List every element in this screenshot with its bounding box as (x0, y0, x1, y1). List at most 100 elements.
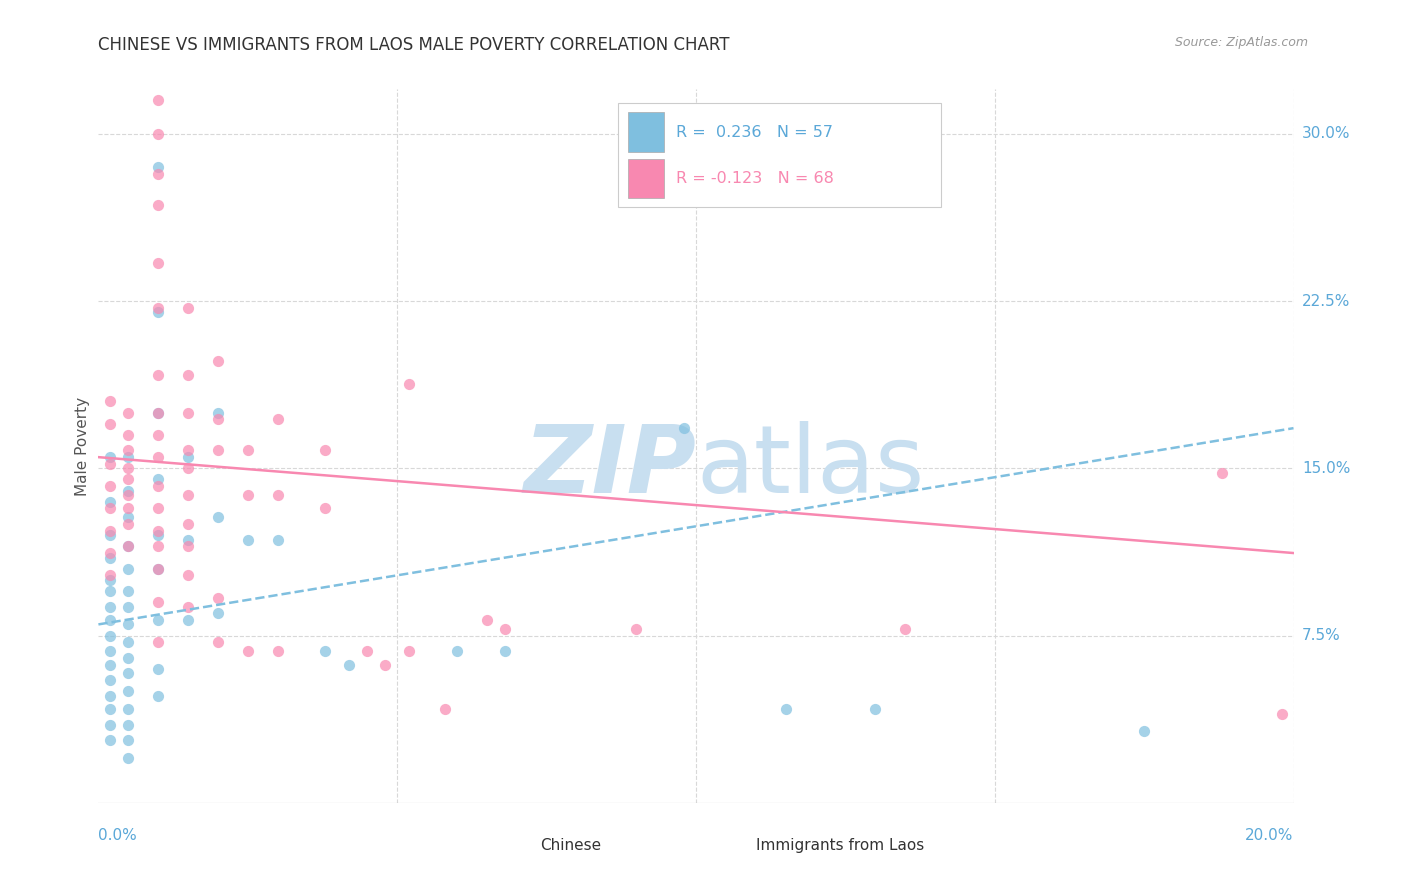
Text: 15.0%: 15.0% (1302, 461, 1350, 475)
Point (236, 488, 259, 502)
Point (148, 405, 170, 419)
Point (398, 376, 420, 391)
Point (177, 368, 200, 382)
Point (207, 443, 229, 458)
Point (207, 412, 229, 426)
Point (117, 684, 139, 698)
Point (98, 457, 122, 471)
Point (148, 473, 170, 487)
Point (148, 93, 170, 107)
Point (1133, 724, 1156, 739)
Point (117, 473, 139, 487)
Point (98, 702, 122, 716)
Text: 20.0%: 20.0% (1246, 828, 1294, 843)
Point (148, 595, 170, 609)
Point (626, 622, 648, 636)
Point (148, 562, 170, 576)
Point (98, 599, 122, 614)
Text: Chinese: Chinese (541, 838, 602, 853)
Point (117, 539, 139, 553)
Text: 22.5%: 22.5% (1302, 293, 1350, 309)
Point (398, 644, 420, 658)
Point (446, 644, 468, 658)
FancyBboxPatch shape (619, 103, 941, 207)
Point (98, 644, 122, 658)
Point (177, 516, 200, 531)
Point (117, 599, 139, 614)
Point (98, 573, 122, 587)
Point (148, 479, 170, 493)
Point (148, 161, 170, 175)
Point (148, 635, 170, 649)
Point (98, 450, 122, 464)
Point (117, 562, 139, 576)
Point (267, 533, 290, 547)
Point (494, 644, 516, 658)
Point (117, 666, 139, 681)
Point (98, 568, 122, 582)
Point (177, 405, 200, 419)
Point (98, 546, 122, 560)
Point (236, 644, 259, 658)
Point (148, 501, 170, 516)
Point (148, 539, 170, 553)
Point (117, 510, 139, 524)
Point (117, 483, 139, 498)
Point (267, 644, 290, 658)
Point (1271, 706, 1294, 721)
Point (315, 501, 337, 516)
Point (98, 613, 122, 627)
Point (117, 751, 139, 765)
Point (475, 613, 498, 627)
Point (148, 613, 170, 627)
Point (117, 488, 139, 502)
Point (236, 443, 259, 458)
Point (98, 501, 122, 516)
Point (117, 443, 139, 458)
Text: R =  0.236   N = 57: R = 0.236 N = 57 (676, 125, 832, 139)
Text: ZIP: ZIP (523, 421, 696, 514)
Text: R = -0.123   N = 68: R = -0.123 N = 68 (676, 171, 834, 186)
Point (117, 516, 139, 531)
Point (177, 568, 200, 582)
Point (339, 657, 361, 672)
Point (117, 501, 139, 516)
Point (148, 528, 170, 542)
Point (865, 702, 887, 716)
Point (148, 562, 170, 576)
Point (177, 450, 200, 464)
Point (673, 421, 696, 435)
Bar (628, 112, 664, 152)
Point (177, 488, 200, 502)
Point (207, 607, 229, 621)
Bar (505, 831, 531, 860)
Text: Immigrants from Laos: Immigrants from Laos (756, 838, 924, 853)
Point (315, 644, 337, 658)
Point (148, 689, 170, 703)
Point (117, 450, 139, 464)
Point (177, 539, 200, 553)
Point (98, 494, 122, 508)
Point (117, 635, 139, 649)
Point (148, 198, 170, 212)
Point (98, 528, 122, 542)
Point (177, 613, 200, 627)
Point (148, 127, 170, 141)
Text: Source: ZipAtlas.com: Source: ZipAtlas.com (1174, 36, 1308, 49)
Point (177, 533, 200, 547)
Point (267, 412, 290, 426)
Point (98, 689, 122, 703)
Point (315, 443, 337, 458)
Point (98, 417, 122, 431)
Point (148, 301, 170, 315)
Point (177, 301, 200, 315)
Text: atlas: atlas (696, 421, 924, 514)
Point (236, 533, 259, 547)
Point (356, 644, 378, 658)
Text: 0.0%: 0.0% (98, 828, 138, 843)
Y-axis label: Male Poverty: Male Poverty (75, 396, 90, 496)
Text: 7.5%: 7.5% (1302, 628, 1340, 643)
Point (98, 733, 122, 747)
Point (434, 702, 457, 716)
Point (207, 354, 229, 368)
